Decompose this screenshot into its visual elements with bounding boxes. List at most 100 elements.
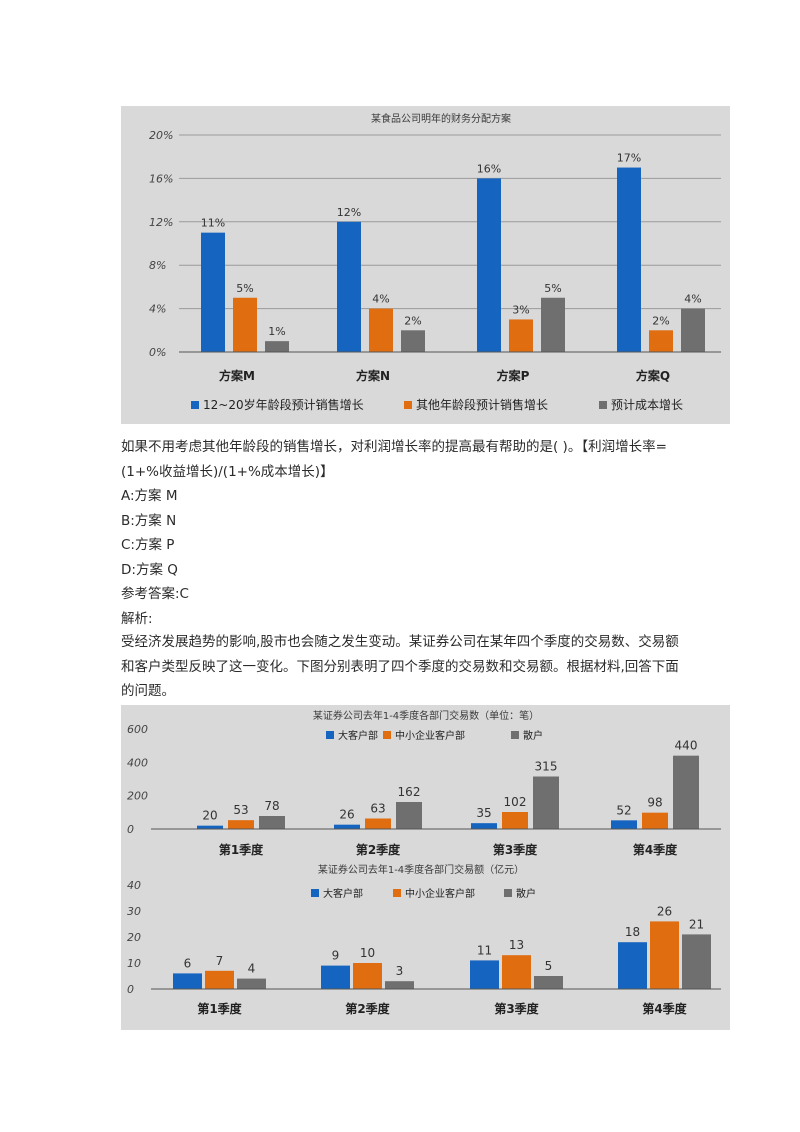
amount-chart-legend-label: 散户	[516, 887, 536, 900]
transactions-chart-ytick: 600	[127, 723, 148, 736]
financial-chart-legend-swatch	[404, 401, 412, 409]
financial-chart-bar	[509, 319, 533, 352]
amount-chart-legend-swatch	[504, 889, 512, 897]
transactions-chart-data-label: 53	[233, 803, 248, 817]
amount-chart-bar	[470, 960, 499, 989]
transactions-chart-title: 某证券公司去年1-4季度各部门交易数（单位：笔）	[313, 709, 539, 722]
amount-chart-data-label: 9	[332, 949, 340, 963]
financial-chart-bar	[401, 330, 425, 352]
transactions-chart-bar	[259, 816, 285, 829]
reference-answer: 参考答案:C	[121, 586, 189, 602]
transactions-chart-data-label: 26	[339, 808, 354, 822]
amount-chart-data-label: 7	[216, 954, 224, 968]
transactions-chart-data-label: 52	[616, 803, 631, 817]
financial-chart-legend-label: 12~20岁年龄段预计销售增长	[203, 397, 364, 412]
transactions-chart-bar	[642, 812, 668, 829]
financial-chart-ytick: 16%	[149, 172, 173, 185]
amount-chart-data-label: 26	[657, 904, 672, 918]
transactions-chart-bar	[228, 820, 254, 829]
amount-chart-bar	[682, 934, 711, 989]
financial-chart-bar	[337, 221, 361, 352]
transactions-chart-data-label: 440	[675, 739, 698, 753]
amount-chart-data-label: 3	[396, 964, 404, 978]
option-d: D:方案 Q	[121, 561, 178, 578]
financial-chart-category-label: 方案M	[219, 368, 255, 383]
financial-chart-data-label: 1%	[268, 325, 285, 338]
transactions-chart-bar	[365, 818, 391, 829]
amount-chart-bar	[534, 976, 563, 989]
financial-chart-data-label: 2%	[404, 314, 421, 327]
financial-chart-data-label: 4%	[684, 293, 701, 306]
amount-chart-data-label: 10	[360, 946, 375, 960]
transactions-chart-data-label: 63	[370, 802, 385, 816]
transactions-chart-data-label: 315	[535, 760, 558, 774]
financial-chart-category-label: 方案P	[497, 368, 530, 383]
amount-chart-bar	[173, 973, 202, 989]
transactions-chart-legend-label: 散户	[523, 729, 543, 742]
financial-chart-bar	[681, 308, 705, 352]
financial-chart-data-label: 4%	[372, 293, 389, 306]
financial-chart-data-label: 5%	[236, 282, 253, 295]
transactions-chart-bar	[673, 755, 699, 829]
financial-chart-data-label: 3%	[512, 303, 529, 316]
transactions-chart-bar	[611, 820, 637, 829]
transactions-chart-category-label: 第2季度	[356, 842, 401, 857]
transactions-chart-bar	[197, 825, 223, 829]
financial-chart-legend-label: 预计成本增长	[611, 398, 683, 412]
amount-chart-bar	[237, 978, 266, 989]
financial-chart-data-label: 17%	[617, 152, 641, 165]
chart-photo-financial-plan: 某食品公司明年的财务分配方案 0% 4% 8% 12% 16% 20% 11% 5% 1% 方案M 1…	[121, 106, 730, 424]
amount-chart-bar	[618, 942, 647, 989]
transactions-chart-bar	[533, 776, 559, 829]
financial-chart-title: 某食品公司明年的财务分配方案	[371, 112, 511, 125]
transactions-chart-category-label: 第4季度	[633, 842, 678, 857]
transactions-chart-data-label: 98	[647, 796, 662, 810]
amount-chart-title: 某证券公司去年1-4季度各部门交易额（亿元）	[318, 863, 524, 876]
transactions-chart-data-label: 162	[398, 785, 421, 799]
financial-chart-bar	[649, 330, 673, 352]
passage-text: 受经济发展趋势的影响,股市也会随之发生变动。某证券公司在某年四个季度的交易数、交…	[121, 634, 679, 699]
transactions-chart-category-label: 第1季度	[219, 842, 264, 857]
transactions-chart-ytick: 0	[127, 823, 134, 836]
transactions-chart-legend-label: 中小企业客户部	[395, 729, 465, 742]
financial-chart-bar	[369, 308, 393, 352]
financial-chart-ytick: 4%	[149, 303, 166, 316]
financial-chart-bar	[233, 297, 257, 352]
financial-chart-data-label: 12%	[337, 206, 361, 219]
option-c: C:方案 P	[121, 537, 175, 553]
financial-chart-data-label: 11%	[201, 217, 225, 230]
amount-chart-data-label: 4	[248, 962, 256, 976]
amount-chart-data-label: 13	[509, 938, 524, 952]
amount-chart-category-label: 第3季度	[494, 1001, 539, 1016]
financial-chart-legend-swatch	[191, 401, 199, 409]
amount-chart-ytick: 10	[127, 957, 141, 970]
financial-chart-bar	[541, 297, 565, 352]
amount-chart-bar	[321, 965, 350, 989]
amount-chart-bar	[650, 921, 679, 989]
financial-chart-legend-label: 其他年龄段预计销售增长	[416, 397, 548, 412]
financial-chart-data-label: 2%	[652, 314, 669, 327]
financial-chart-ytick: 0%	[149, 346, 166, 359]
transactions-chart-legend-swatch	[383, 731, 391, 739]
amount-chart-bar	[385, 981, 414, 989]
transactions-chart-ytick: 200	[127, 790, 148, 803]
transactions-chart-bar	[334, 824, 360, 829]
financial-chart-data-label: 5%	[544, 282, 561, 295]
amount-chart-legend-label: 中小企业客户部	[405, 887, 475, 900]
transactions-chart-bar	[502, 812, 528, 829]
amount-chart-bar	[353, 963, 382, 989]
financial-chart-category-label: 方案N	[356, 368, 390, 383]
financial-chart-bar	[201, 232, 225, 352]
financial-chart-bar	[477, 178, 501, 352]
amount-chart-data-label: 21	[689, 917, 704, 931]
amount-chart-category-label: 第4季度	[642, 1001, 687, 1016]
financial-plan-chart: 某食品公司明年的财务分配方案 0% 4% 8% 12% 16% 20% 11% 5% 1% 方案M 1…	[149, 112, 721, 412]
amount-chart-legend-label: 大客户部	[323, 887, 363, 900]
transactions-chart-data-label: 20	[202, 809, 217, 823]
amount-chart-data-label: 18	[625, 925, 640, 939]
question-stem: 如果不用考虑其他年龄段的销售增长，对利润增长率的提高最有帮助的是( )。【利润增…	[121, 439, 667, 480]
financial-chart-ytick: 20%	[149, 129, 173, 142]
financial-chart-bar	[265, 341, 289, 352]
transactions-chart-legend-label: 大客户部	[338, 729, 378, 742]
